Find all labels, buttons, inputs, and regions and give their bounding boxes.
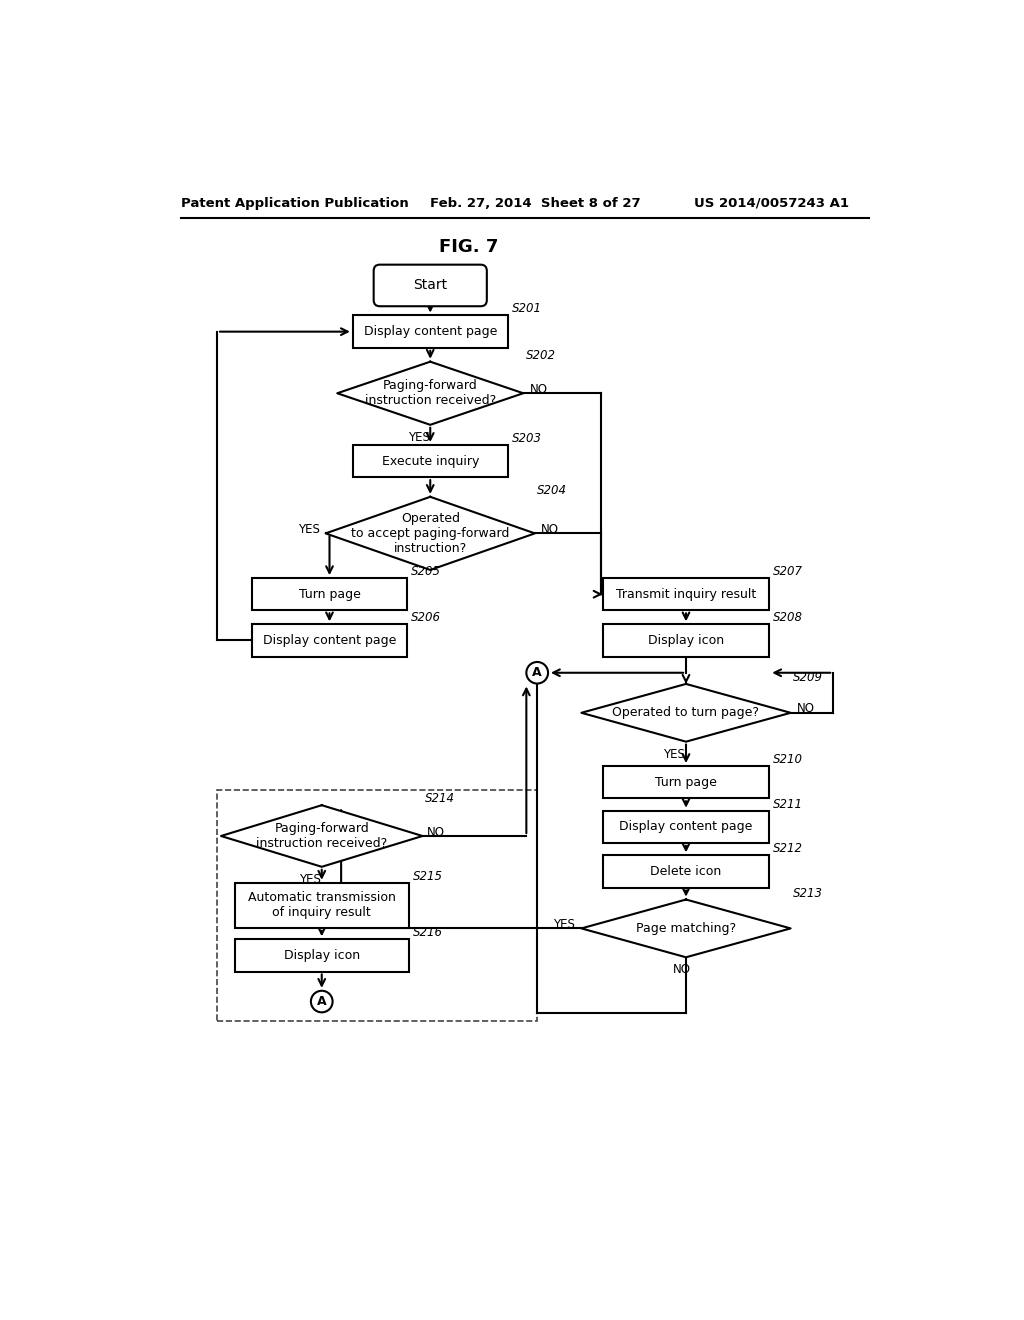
Bar (603, 855, 769, 887)
Bar (217, 789, 538, 1020)
Text: S203: S203 (512, 432, 542, 445)
Text: S207: S207 (773, 565, 803, 578)
Text: US 2014/0057243 A1: US 2014/0057243 A1 (693, 197, 849, 210)
Text: S202: S202 (525, 348, 556, 362)
Text: NO: NO (541, 523, 559, 536)
Text: YES: YES (299, 873, 322, 886)
Text: Start: Start (414, 279, 447, 293)
Text: A: A (532, 667, 542, 680)
Text: A: A (317, 995, 327, 1008)
Text: Display icon: Display icon (284, 949, 359, 962)
Text: Operated to turn page?: Operated to turn page? (612, 706, 760, 719)
Text: S209: S209 (793, 671, 823, 684)
Text: NO: NO (797, 702, 815, 715)
Text: S213: S213 (793, 887, 823, 899)
Text: YES: YES (298, 523, 319, 536)
Text: Automatic transmission
of inquiry result: Automatic transmission of inquiry result (248, 891, 395, 919)
Text: Turn page: Turn page (299, 587, 360, 601)
Text: Display content page: Display content page (364, 325, 497, 338)
Bar (234, 883, 409, 928)
Text: S208: S208 (773, 611, 803, 624)
Text: Delete icon: Delete icon (650, 865, 722, 878)
Text: S210: S210 (773, 752, 803, 766)
Bar (352, 315, 508, 348)
Polygon shape (326, 496, 535, 570)
Text: Paging-forward
instruction received?: Paging-forward instruction received? (365, 379, 496, 408)
Text: S216: S216 (413, 927, 442, 940)
Text: Display content page: Display content page (263, 634, 396, 647)
Bar (252, 578, 407, 610)
Text: S215: S215 (413, 870, 442, 883)
Bar (603, 624, 769, 656)
Circle shape (311, 991, 333, 1012)
FancyBboxPatch shape (374, 264, 486, 306)
Text: NO: NO (529, 383, 548, 396)
Bar (252, 624, 407, 656)
Text: S206: S206 (411, 611, 441, 624)
Text: Display content page: Display content page (620, 820, 753, 833)
Text: NO: NO (426, 825, 444, 838)
Text: YES: YES (664, 748, 685, 760)
Text: Page matching?: Page matching? (636, 921, 736, 935)
Text: YES: YES (553, 917, 575, 931)
Text: Paging-forward
instruction received?: Paging-forward instruction received? (256, 822, 387, 850)
Text: S201: S201 (512, 302, 542, 315)
Text: Display icon: Display icon (648, 634, 724, 647)
Text: S214: S214 (425, 792, 455, 805)
Circle shape (526, 663, 548, 684)
Text: S204: S204 (538, 484, 567, 496)
Text: Patent Application Publication: Patent Application Publication (180, 197, 409, 210)
Polygon shape (337, 362, 523, 425)
Text: NO: NO (673, 964, 691, 977)
Text: Transmit inquiry result: Transmit inquiry result (615, 587, 756, 601)
Text: S212: S212 (773, 842, 803, 855)
Polygon shape (582, 899, 791, 957)
Text: Operated
to accept paging-forward
instruction?: Operated to accept paging-forward instru… (351, 512, 509, 554)
Text: Feb. 27, 2014  Sheet 8 of 27: Feb. 27, 2014 Sheet 8 of 27 (430, 197, 641, 210)
Text: FIG. 7: FIG. 7 (439, 238, 499, 256)
Bar (603, 810, 769, 843)
Bar (234, 940, 409, 972)
Bar (352, 445, 508, 478)
Bar (603, 578, 769, 610)
Text: S205: S205 (411, 565, 441, 578)
Polygon shape (582, 684, 791, 742)
Text: Turn page: Turn page (655, 776, 717, 788)
Polygon shape (221, 805, 423, 867)
Bar (603, 766, 769, 799)
Text: Execute inquiry: Execute inquiry (382, 454, 479, 467)
Text: S211: S211 (773, 797, 803, 810)
Text: YES: YES (408, 430, 429, 444)
